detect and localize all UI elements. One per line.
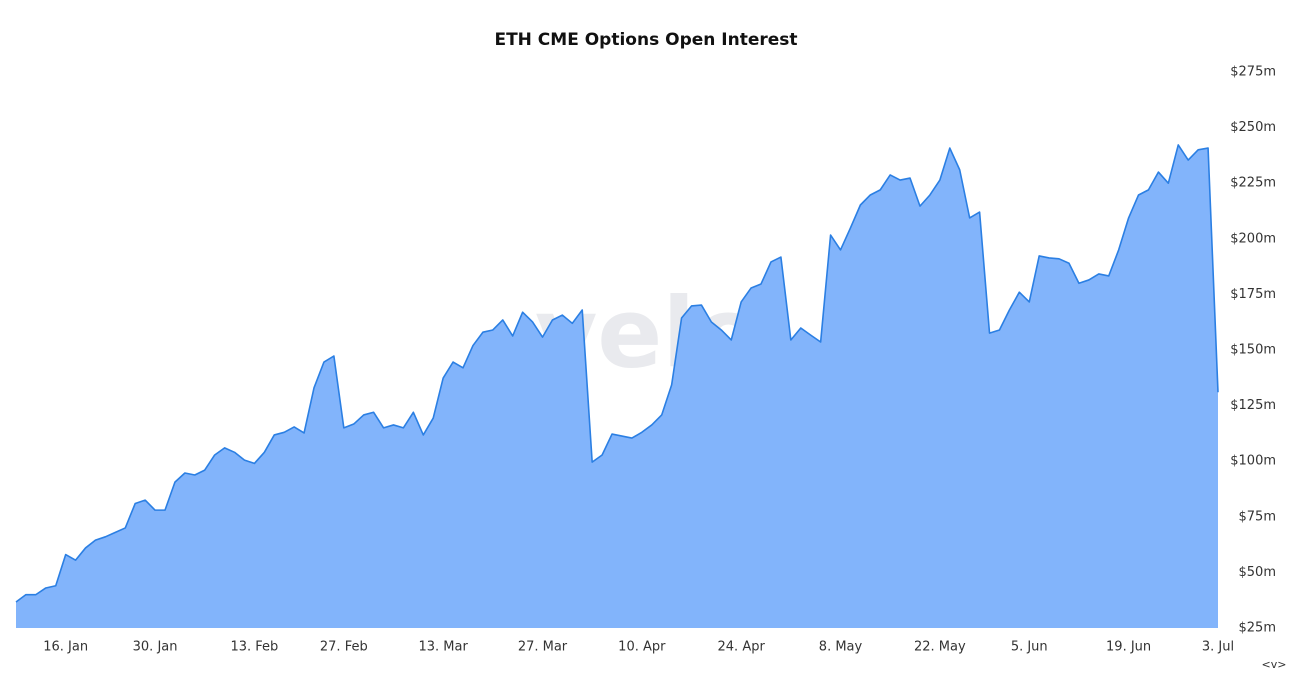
y-tick-label: $100m	[1230, 454, 1276, 469]
x-tick-label: 8. May	[819, 640, 863, 655]
x-tick-label: 3. Jul	[1202, 640, 1234, 655]
x-tick-label: 27. Feb	[320, 640, 368, 655]
y-tick-label: $50m	[1239, 565, 1276, 580]
y-tick-label: $150m	[1230, 343, 1276, 358]
area	[16, 144, 1218, 628]
y-tick-label: $250m	[1230, 120, 1276, 135]
x-tick-label: 19. Jun	[1106, 640, 1151, 655]
x-tick-label: 22. May	[914, 640, 966, 655]
x-tick-label: 30. Jan	[133, 640, 178, 655]
x-tick-label: 13. Feb	[230, 640, 278, 655]
x-tick-label: 27. Mar	[518, 640, 568, 655]
line	[15, 144, 1219, 603]
y-tick-label: $275m	[1230, 65, 1276, 80]
y-tick-label: $225m	[1230, 176, 1276, 191]
y-tick-label: $200m	[1230, 231, 1276, 246]
y-tick-label: $175m	[1230, 287, 1276, 302]
x-tick-label: 5. Jun	[1011, 640, 1048, 655]
y-tick-label: $125m	[1230, 398, 1276, 413]
x-tick-label: 16. Jan	[43, 640, 88, 655]
chart-title: ETH CME Options Open Interest	[494, 30, 797, 50]
nav-control[interactable]: <v>	[1262, 658, 1287, 671]
y-tick-label: $75m	[1239, 509, 1276, 524]
x-tick-label: 24. Apr	[718, 640, 766, 655]
y-tick-label: $25m	[1239, 621, 1276, 636]
x-tick-label: 13. Mar	[418, 640, 468, 655]
x-tick-label: 10. Apr	[618, 640, 666, 655]
